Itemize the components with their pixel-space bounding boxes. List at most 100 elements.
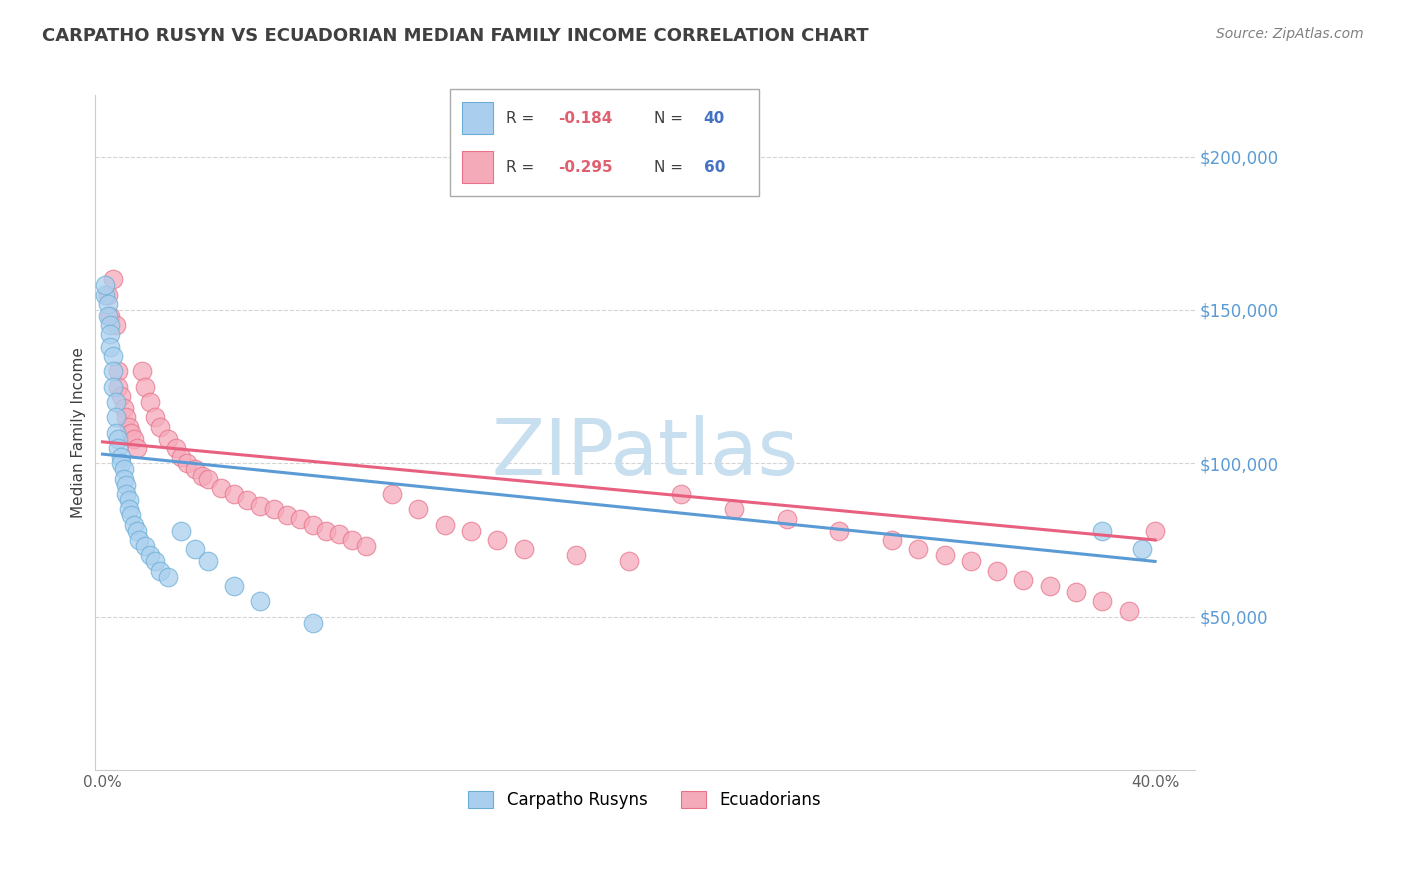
Point	[302, 517, 325, 532]
Point	[170, 450, 193, 465]
Point	[191, 468, 214, 483]
Point	[94, 287, 117, 301]
Point	[98, 318, 121, 333]
Point	[512, 542, 534, 557]
Point	[165, 441, 187, 455]
Point	[1091, 524, 1114, 538]
Point	[183, 542, 205, 557]
FancyBboxPatch shape	[450, 89, 759, 196]
Point	[143, 554, 166, 568]
Point	[907, 542, 929, 557]
Point	[104, 410, 127, 425]
Point	[1039, 579, 1062, 593]
Point	[157, 432, 180, 446]
Point	[98, 327, 121, 342]
Point	[617, 554, 640, 568]
Point	[110, 456, 132, 470]
Point	[775, 511, 797, 525]
Point	[460, 524, 482, 538]
Point	[107, 432, 129, 446]
Point	[118, 419, 141, 434]
Point	[1144, 524, 1167, 538]
Point	[354, 539, 377, 553]
Point	[197, 472, 219, 486]
Point	[112, 462, 135, 476]
Point	[263, 502, 285, 516]
Point	[115, 410, 138, 425]
Point	[222, 579, 245, 593]
Point	[131, 364, 153, 378]
Text: 60: 60	[703, 160, 725, 175]
Point	[112, 472, 135, 486]
Point	[139, 549, 162, 563]
Point	[143, 410, 166, 425]
Point	[149, 564, 172, 578]
Point	[288, 511, 311, 525]
Point	[120, 425, 142, 440]
Point	[671, 487, 693, 501]
Text: CARPATHO RUSYN VS ECUADORIAN MEDIAN FAMILY INCOME CORRELATION CHART: CARPATHO RUSYN VS ECUADORIAN MEDIAN FAMI…	[42, 27, 869, 45]
Point	[328, 526, 350, 541]
Point	[125, 524, 148, 538]
FancyBboxPatch shape	[463, 152, 494, 184]
Point	[176, 456, 198, 470]
Point	[139, 395, 162, 409]
Point	[125, 441, 148, 455]
Point	[97, 297, 120, 311]
Text: R =: R =	[506, 160, 538, 175]
Point	[486, 533, 509, 547]
Point	[104, 318, 127, 333]
Point	[101, 349, 124, 363]
Point	[157, 570, 180, 584]
Point	[128, 533, 150, 547]
Point	[170, 524, 193, 538]
Point	[115, 487, 138, 501]
Point	[302, 615, 325, 630]
Point	[1012, 573, 1035, 587]
Point	[381, 487, 404, 501]
Point	[120, 508, 142, 523]
Point	[107, 364, 129, 378]
Point	[1091, 594, 1114, 608]
Point	[107, 379, 129, 393]
Point	[104, 425, 127, 440]
Point	[342, 533, 364, 547]
Point	[276, 508, 298, 523]
Point	[101, 379, 124, 393]
Point	[112, 401, 135, 416]
Point	[880, 533, 903, 547]
Point	[197, 554, 219, 568]
Point	[110, 389, 132, 403]
Point	[723, 502, 745, 516]
Point	[249, 594, 271, 608]
Point	[183, 462, 205, 476]
Legend: Carpatho Rusyns, Ecuadorians: Carpatho Rusyns, Ecuadorians	[456, 778, 834, 822]
Point	[134, 379, 156, 393]
Point	[149, 419, 172, 434]
Point	[101, 272, 124, 286]
Text: -0.295: -0.295	[558, 160, 613, 175]
Text: R =: R =	[506, 111, 538, 126]
Point	[960, 554, 983, 568]
Point	[934, 549, 956, 563]
Text: N =: N =	[654, 111, 688, 126]
Point	[98, 309, 121, 323]
Text: -0.184: -0.184	[558, 111, 613, 126]
Text: ZIPatlas: ZIPatlas	[491, 415, 799, 491]
Point	[236, 493, 259, 508]
Point	[97, 309, 120, 323]
Point	[98, 340, 121, 354]
Point	[249, 500, 271, 514]
Point	[101, 364, 124, 378]
Point	[565, 549, 588, 563]
Point	[986, 564, 1008, 578]
Point	[94, 278, 117, 293]
Point	[222, 487, 245, 501]
Point	[828, 524, 851, 538]
Point	[1064, 585, 1087, 599]
Point	[104, 395, 127, 409]
Point	[107, 441, 129, 455]
Point	[134, 539, 156, 553]
Text: 40: 40	[703, 111, 725, 126]
Text: N =: N =	[654, 160, 688, 175]
